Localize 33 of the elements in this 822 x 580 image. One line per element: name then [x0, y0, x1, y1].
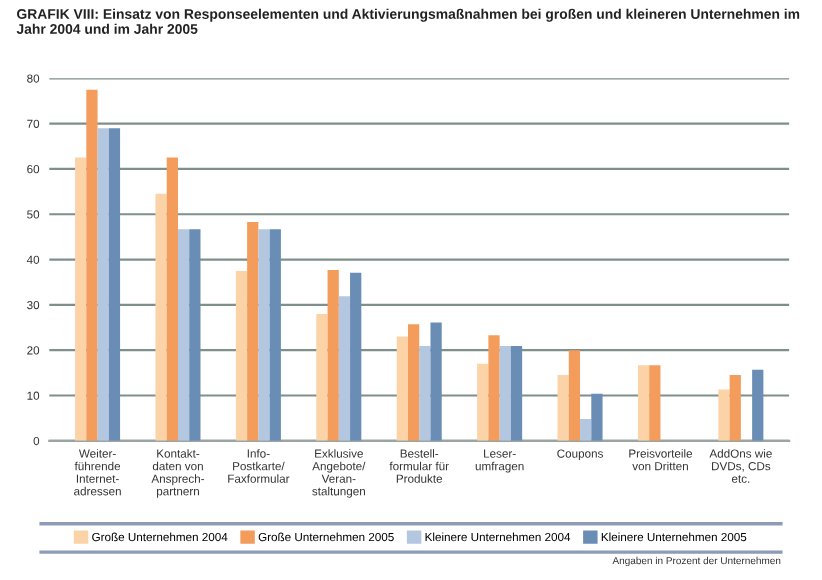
- bar: [177, 229, 190, 441]
- bar: [568, 350, 581, 441]
- bar: [189, 229, 201, 441]
- bar: [752, 369, 764, 441]
- bar: [258, 229, 270, 441]
- bar: [477, 363, 489, 441]
- bar: [396, 336, 408, 441]
- bar: [155, 193, 167, 441]
- bar: [580, 419, 592, 441]
- bar: [75, 157, 87, 441]
- bar: [499, 346, 511, 441]
- bar: [557, 375, 569, 441]
- bar: [718, 389, 730, 441]
- bar: [166, 157, 178, 441]
- bar: [407, 324, 420, 441]
- bar: [591, 393, 603, 441]
- bar: [729, 375, 741, 441]
- bar: [430, 322, 442, 441]
- bar: [316, 313, 328, 441]
- bar: [247, 221, 259, 441]
- bar: [419, 346, 431, 441]
- bar: [97, 128, 109, 441]
- bar: [108, 128, 121, 441]
- bar: [235, 270, 248, 441]
- bar: [269, 229, 281, 441]
- bar: [649, 365, 661, 441]
- bar: [327, 269, 339, 441]
- bar: [510, 346, 523, 441]
- bar: [488, 335, 500, 441]
- bar: [338, 296, 351, 441]
- bar: [637, 365, 650, 441]
- bar: [86, 89, 98, 441]
- bar: [350, 272, 362, 441]
